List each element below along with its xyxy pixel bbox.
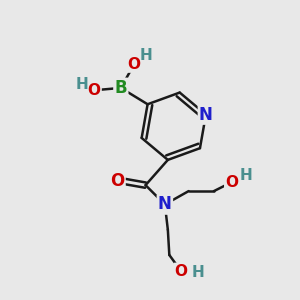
Text: N: N — [158, 196, 172, 214]
Text: O: O — [128, 57, 141, 72]
Text: O: O — [225, 175, 238, 190]
Text: H: H — [75, 77, 88, 92]
Text: N: N — [199, 106, 213, 124]
Text: B: B — [115, 79, 127, 97]
Text: H: H — [191, 265, 204, 280]
Text: H: H — [240, 168, 252, 183]
Text: H: H — [140, 48, 152, 63]
Text: O: O — [110, 172, 124, 190]
Text: O: O — [88, 83, 100, 98]
Text: O: O — [175, 264, 188, 279]
